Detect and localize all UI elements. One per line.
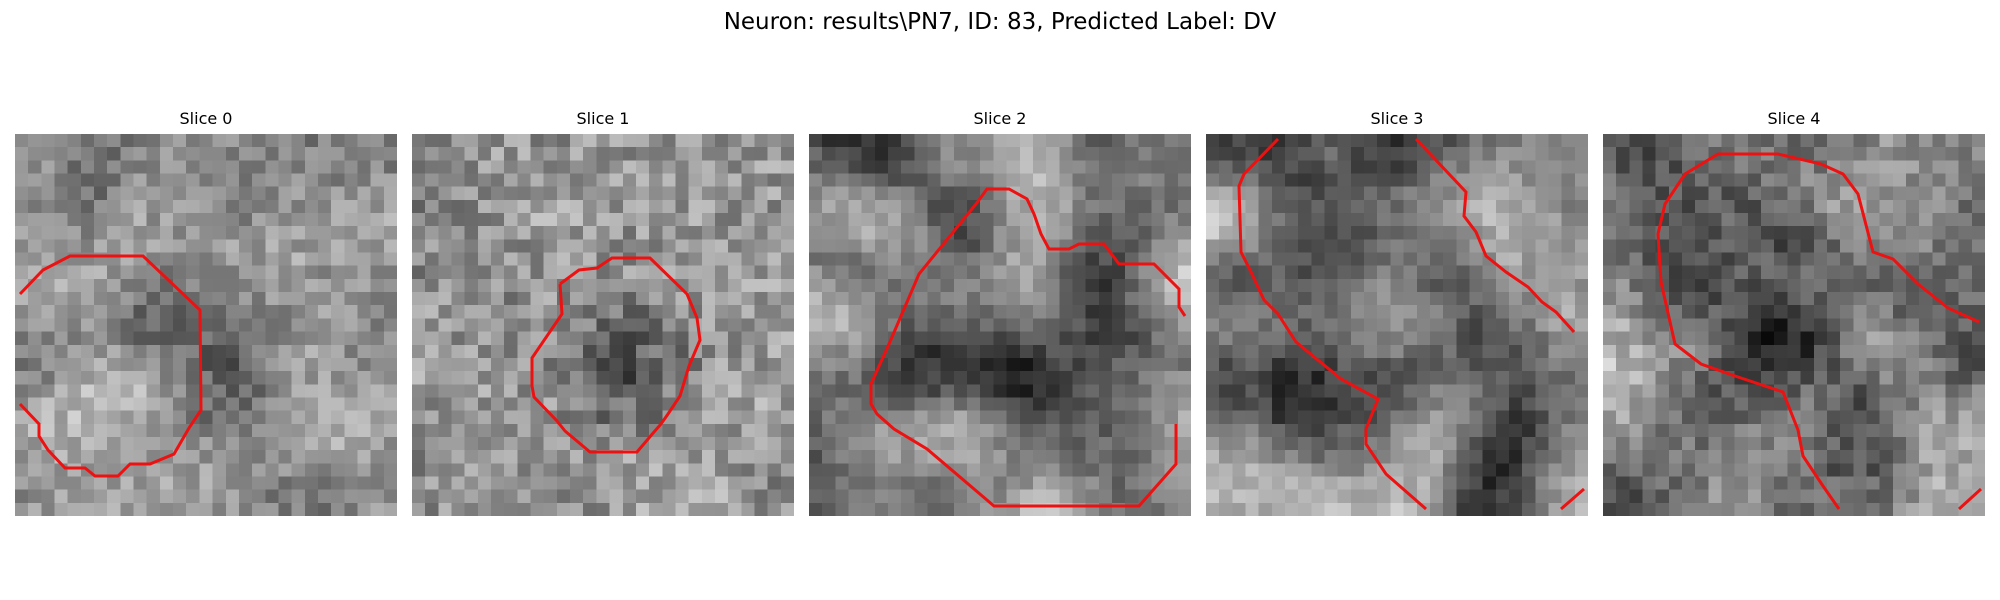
figure-title: Neuron: results\PN7, ID: 83, Predicted L… — [723, 9, 1277, 35]
slice-image-0 — [15, 134, 397, 516]
slice-grayscale-2 — [809, 134, 1191, 516]
slice-title-0: Slice 0 — [179, 109, 233, 128]
slice-image-1 — [412, 134, 794, 516]
slice-image-2 — [809, 134, 1191, 516]
slice-image-4 — [1603, 134, 1985, 516]
slice-title-2: Slice 2 — [973, 109, 1027, 128]
slice-contour-3 — [1237, 137, 1585, 511]
slice-title-4: Slice 4 — [1767, 109, 1821, 128]
slice-panel-1: Slice 1 — [412, 108, 794, 516]
slice-contour-1 — [530, 256, 702, 454]
slice-title-3: Slice 3 — [1370, 109, 1424, 128]
slice-panel-3: Slice 3 — [1206, 108, 1588, 516]
slice-panel-2: Slice 2 — [809, 108, 1191, 516]
slice-image-3 — [1206, 134, 1588, 516]
slice-grayscale-3 — [1206, 134, 1588, 516]
slice-panel-4: Slice 4 — [1603, 108, 1985, 516]
slice-contour-4 — [1656, 152, 1983, 511]
slice-grayscale-0 — [15, 134, 397, 516]
slice-contour-2 — [869, 187, 1187, 508]
slice-title-1: Slice 1 — [576, 109, 630, 128]
slice-contour-0 — [18, 254, 203, 478]
slice-panel-0: Slice 0 — [15, 108, 397, 516]
slice-grayscale-4 — [1603, 134, 1985, 516]
